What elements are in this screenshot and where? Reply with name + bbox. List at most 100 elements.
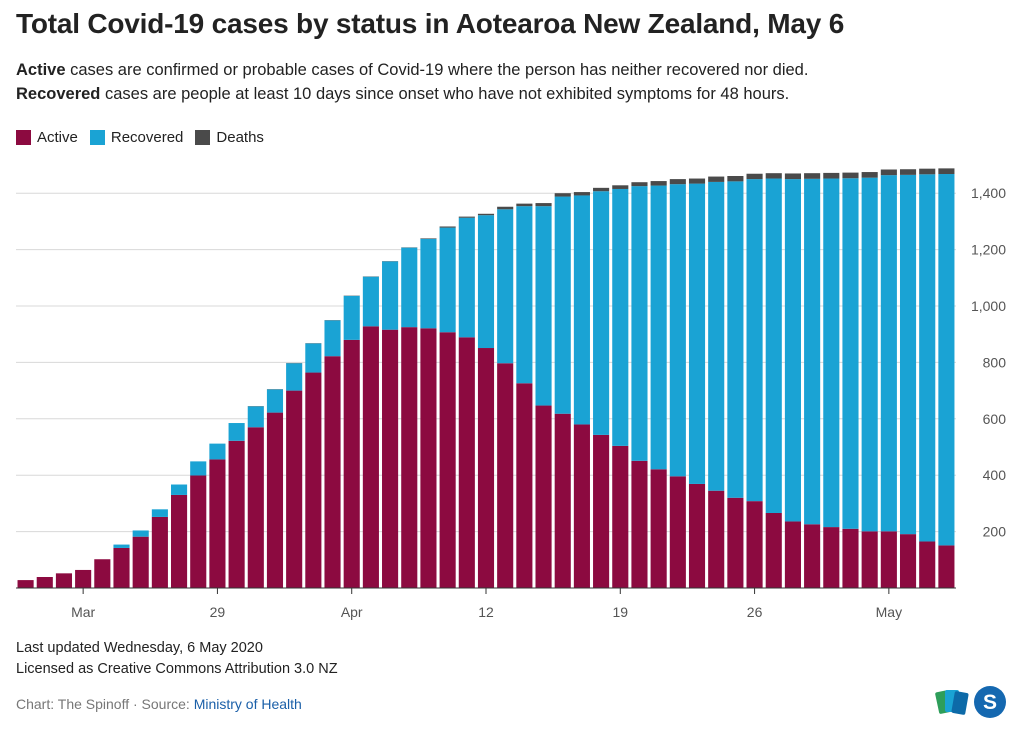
bar-recovered[interactable]: [151, 509, 168, 517]
bar-recovered[interactable]: [401, 247, 418, 328]
bar-recovered[interactable]: [727, 181, 744, 498]
bar-active[interactable]: [899, 534, 917, 588]
bar-active[interactable]: [688, 483, 706, 588]
bar-active[interactable]: [823, 527, 840, 588]
bar-recovered[interactable]: [612, 188, 629, 446]
bar-recovered[interactable]: [554, 196, 571, 414]
bar-recovered[interactable]: [247, 406, 264, 428]
bar-active[interactable]: [247, 427, 264, 588]
bar-active[interactable]: [612, 445, 629, 588]
bar-active[interactable]: [75, 569, 92, 588]
bar-recovered[interactable]: [861, 177, 878, 532]
bar-recovered[interactable]: [190, 461, 207, 476]
bar-recovered[interactable]: [477, 215, 495, 349]
bar-recovered[interactable]: [420, 238, 437, 329]
bar-active[interactable]: [439, 332, 456, 588]
bar-active[interactable]: [151, 516, 168, 588]
bar-active[interactable]: [286, 390, 303, 588]
bar-deaths[interactable]: [631, 182, 648, 187]
bar-deaths[interactable]: [554, 193, 571, 197]
bar-recovered[interactable]: [650, 185, 667, 470]
bar-active[interactable]: [190, 475, 207, 588]
bar-recovered[interactable]: [899, 174, 917, 535]
bar-deaths[interactable]: [899, 169, 917, 175]
bar-active[interactable]: [132, 536, 149, 588]
source-link[interactable]: Ministry of Health: [193, 696, 302, 712]
bar-deaths[interactable]: [458, 216, 475, 218]
bar-active[interactable]: [727, 497, 744, 588]
bar-deaths[interactable]: [804, 173, 821, 179]
bar-active[interactable]: [650, 469, 667, 588]
bar-recovered[interactable]: [573, 195, 590, 425]
bar-active[interactable]: [861, 531, 878, 588]
bar-recovered[interactable]: [784, 179, 801, 522]
bar-active[interactable]: [305, 372, 322, 588]
bar-recovered[interactable]: [669, 184, 686, 477]
bar-active[interactable]: [669, 476, 686, 588]
bar-active[interactable]: [94, 559, 111, 588]
bar-deaths[interactable]: [784, 173, 801, 180]
bar-recovered[interactable]: [535, 206, 552, 406]
bar-active[interactable]: [880, 531, 897, 588]
legend-item-recovered[interactable]: Recovered: [89, 129, 183, 146]
bar-deaths[interactable]: [861, 172, 878, 178]
bar-recovered[interactable]: [804, 178, 821, 525]
bar-active[interactable]: [324, 356, 341, 588]
bar-deaths[interactable]: [842, 172, 859, 179]
bar-recovered[interactable]: [439, 227, 456, 333]
bar-deaths[interactable]: [688, 178, 706, 184]
bar-active[interactable]: [919, 541, 936, 588]
bar-active[interactable]: [343, 339, 360, 588]
bar-active[interactable]: [593, 434, 610, 588]
bar-active[interactable]: [938, 545, 955, 588]
bar-active[interactable]: [17, 580, 34, 588]
bar-deaths[interactable]: [497, 206, 514, 210]
bar-active[interactable]: [746, 501, 763, 588]
bar-active[interactable]: [401, 327, 418, 588]
bar-recovered[interactable]: [113, 544, 130, 548]
bar-deaths[interactable]: [593, 187, 610, 192]
bar-active[interactable]: [171, 494, 188, 588]
bar-active[interactable]: [535, 405, 552, 588]
bar-recovered[interactable]: [746, 179, 763, 502]
bar-recovered[interactable]: [228, 423, 245, 441]
bar-active[interactable]: [554, 413, 571, 588]
bar-active[interactable]: [55, 573, 73, 588]
bar-active[interactable]: [36, 577, 53, 588]
bar-deaths[interactable]: [708, 176, 725, 182]
bar-active[interactable]: [784, 521, 801, 588]
bar-deaths[interactable]: [727, 176, 744, 182]
bar-deaths[interactable]: [919, 168, 936, 175]
bar-recovered[interactable]: [324, 320, 341, 357]
bar-recovered[interactable]: [382, 261, 399, 330]
bar-active[interactable]: [382, 329, 399, 588]
bar-recovered[interactable]: [362, 276, 379, 327]
bar-active[interactable]: [458, 337, 475, 588]
bar-active[interactable]: [708, 490, 725, 588]
bar-deaths[interactable]: [535, 203, 552, 207]
bar-recovered[interactable]: [593, 191, 610, 435]
bar-deaths[interactable]: [650, 181, 667, 186]
bar-active[interactable]: [266, 412, 284, 588]
bar-deaths[interactable]: [746, 173, 763, 180]
bar-recovered[interactable]: [132, 530, 149, 537]
bar-recovered[interactable]: [765, 178, 782, 513]
bar-active[interactable]: [804, 524, 821, 588]
bar-recovered[interactable]: [497, 209, 514, 364]
bar-active[interactable]: [228, 440, 245, 588]
bar-recovered[interactable]: [171, 484, 188, 495]
bar-deaths[interactable]: [938, 168, 955, 175]
bar-recovered[interactable]: [631, 186, 648, 461]
bar-deaths[interactable]: [669, 179, 686, 185]
bar-deaths[interactable]: [765, 173, 782, 179]
bar-deaths[interactable]: [880, 169, 897, 176]
bar-active[interactable]: [420, 328, 437, 588]
bar-deaths[interactable]: [439, 226, 456, 228]
bar-recovered[interactable]: [823, 178, 840, 528]
bar-deaths[interactable]: [420, 238, 437, 239]
bar-deaths[interactable]: [573, 192, 590, 196]
bar-recovered[interactable]: [516, 206, 533, 384]
bar-active[interactable]: [477, 348, 495, 588]
bar-deaths[interactable]: [477, 213, 495, 216]
bar-active[interactable]: [497, 363, 514, 588]
